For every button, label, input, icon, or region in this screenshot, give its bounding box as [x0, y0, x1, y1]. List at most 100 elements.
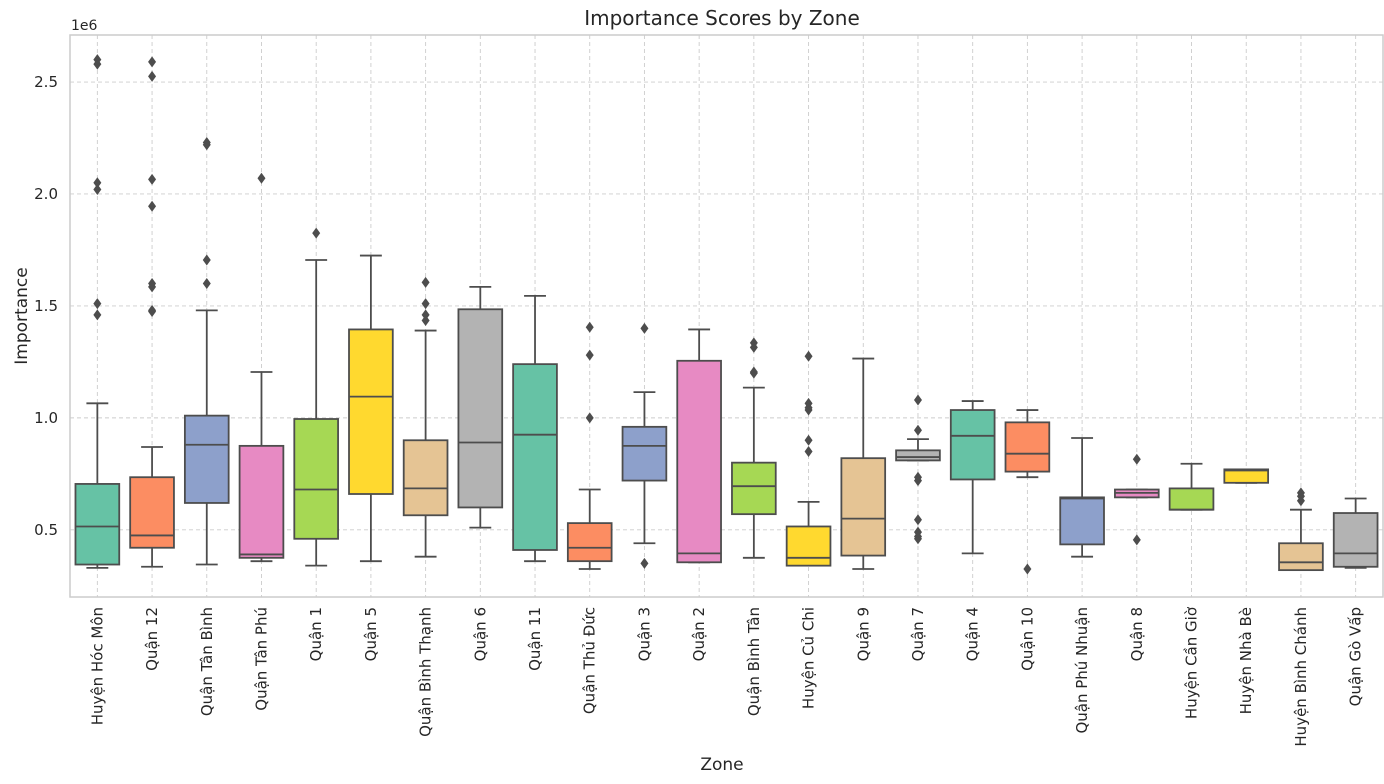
outlier-point: [148, 173, 157, 185]
box-iqr: [293, 418, 339, 540]
outlier-point: [202, 278, 211, 290]
box-iqr: [621, 425, 668, 482]
outlier-point: [640, 557, 649, 569]
outlier-point: [421, 309, 430, 321]
outlier-point: [202, 136, 211, 148]
box-iqr: [348, 328, 394, 495]
outlier-point: [913, 394, 922, 406]
box-iqr: [402, 439, 449, 517]
box-group: [1168, 462, 1215, 511]
chart-title: Importance Scores by Zone: [584, 6, 860, 30]
outlier-point: [1132, 453, 1141, 465]
box-iqr: [1168, 487, 1215, 511]
outlier-point: [421, 314, 430, 326]
x-tick-label: Huyện Củ Chi: [800, 607, 818, 709]
outlier-point: [913, 526, 922, 538]
x-tick-label: Quận Phú Nhuận: [1073, 607, 1091, 734]
outlier-point: [913, 514, 922, 526]
outlier-point: [640, 322, 649, 334]
outlier-point: [93, 177, 102, 189]
outlier-point: [257, 172, 266, 184]
box-iqr: [895, 449, 941, 462]
outlier-point: [93, 309, 102, 321]
x-tick-label: Quận 12: [143, 607, 161, 671]
box-iqr: [566, 522, 613, 563]
x-axis-title: Zone: [700, 755, 743, 775]
outlier-point: [202, 254, 211, 266]
box-group: [74, 54, 121, 569]
x-tick-label: Huyện Hóc Môn: [88, 607, 106, 725]
y-tick-label: 1.0: [34, 409, 58, 427]
outlier-point: [1023, 563, 1032, 575]
box-group: [1114, 453, 1160, 546]
box-iqr: [949, 409, 996, 481]
outlier-point: [804, 445, 813, 457]
x-tick-label: Quận Bình Thạnh: [417, 607, 435, 737]
box-group: [949, 400, 996, 555]
box-iqr: [457, 308, 504, 509]
x-tick-label: Quận Thủ Đức: [581, 607, 599, 714]
box-group: [895, 394, 941, 545]
box-group: [238, 172, 285, 563]
x-tick-label: Quận 1: [307, 607, 325, 661]
box-group: [731, 337, 777, 559]
x-tick-label: Huyện Bình Chánh: [1292, 607, 1310, 747]
outlier-point: [148, 304, 157, 316]
x-tick-label: Quận Tân Bình: [198, 607, 216, 716]
outlier-point: [913, 471, 922, 483]
outlier-point: [148, 70, 157, 82]
y-tick-label: 0.5: [34, 521, 58, 539]
y-tick-label: 1.5: [34, 297, 58, 315]
x-tick-label: Quận 5: [362, 607, 380, 661]
box-group: [621, 322, 668, 569]
box-group: [1332, 497, 1379, 569]
box-group: [566, 321, 613, 570]
x-tick-label: Quận 9: [854, 607, 872, 661]
box-group: [129, 56, 175, 568]
x-tick-label: Quận 10: [1018, 607, 1036, 671]
box-group: [293, 227, 339, 567]
outlier-point: [804, 350, 813, 362]
outlier-point: [148, 56, 157, 68]
boxes-layer: [74, 54, 1379, 575]
box-iqr: [731, 461, 777, 516]
box-group: [676, 328, 722, 564]
x-tick-label: Huyện Nhà Bè: [1237, 607, 1255, 714]
box-group: [183, 136, 230, 566]
box-group: [402, 276, 449, 558]
outlier-point: [913, 424, 922, 436]
box-iqr: [840, 457, 887, 557]
x-tick-label: Quận Tân Phú: [252, 607, 270, 711]
outlier-point: [585, 349, 594, 361]
plot-area: [69, 34, 1384, 598]
y-tick-label: 2.5: [34, 73, 58, 91]
box-group: [785, 350, 832, 567]
outlier-point: [749, 337, 758, 349]
outlier-point: [1296, 487, 1305, 499]
x-tick-labels: Huyện Hóc Môn Quận 12 Quận Tân Bình Quận Tâ…: [88, 606, 1364, 746]
y-tick-labels: 0.5 1.0 1.5 2.0 2.5: [34, 73, 58, 539]
outlier-point: [804, 434, 813, 446]
outlier-point: [148, 200, 157, 212]
box-group: [1004, 409, 1051, 575]
outlier-point: [93, 183, 102, 195]
y-axis-offset-label: 1e6: [71, 18, 98, 34]
outlier-point: [1132, 534, 1141, 546]
outlier-point: [421, 276, 430, 288]
box-iqr: [676, 359, 722, 564]
outlier-point: [148, 278, 157, 290]
box-group: [840, 357, 887, 570]
box-iqr: [1278, 542, 1324, 572]
box-group: [512, 294, 558, 563]
x-tick-label: Quận 7: [909, 607, 927, 661]
x-tick-label: Quận 11: [526, 607, 544, 671]
box-group: [1278, 487, 1324, 572]
box-iqr: [238, 444, 285, 559]
box-iqr: [129, 476, 175, 549]
outlier-point: [312, 227, 321, 239]
x-tick-label: Quận 2: [690, 607, 708, 661]
y-tick-label: 2.0: [34, 185, 58, 203]
x-tick-label: Huyện Cần Giờ: [1183, 606, 1201, 719]
box-group: [1059, 437, 1105, 558]
